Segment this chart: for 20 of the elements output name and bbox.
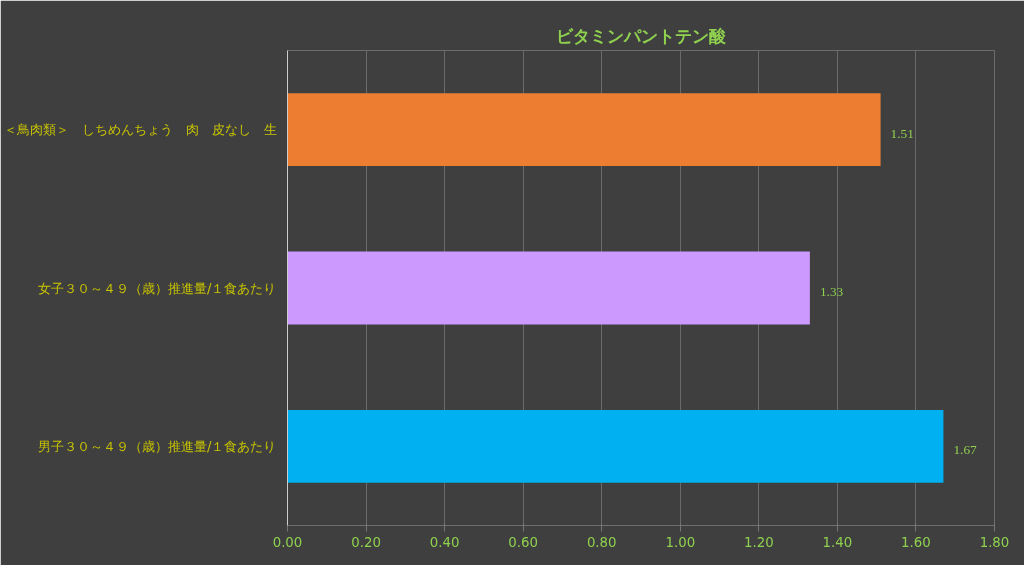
- bar: [287, 409, 944, 483]
- y-tick-label: 女子３０～４９（歳）推進量/１食あたり: [38, 280, 277, 296]
- data-label: 1.67: [953, 442, 978, 458]
- chart-title: ビタミンパントテン酸: [556, 25, 727, 46]
- y-tick-label: 男子３０～４９（歳）推進量/１食あたり: [38, 438, 277, 454]
- bar: [287, 93, 881, 167]
- x-tick-label: 1.40: [822, 534, 853, 550]
- x-tick-label: 1.80: [979, 534, 1010, 550]
- x-tick-label: 1.00: [665, 534, 696, 550]
- x-tick-label: 1.20: [744, 534, 774, 550]
- x-tick-label: 0.00: [272, 534, 303, 550]
- data-label: 1.33: [819, 284, 844, 299]
- x-tick-label: 0.60: [508, 534, 539, 550]
- x-tick-label: 0.80: [586, 534, 617, 550]
- y-tick-label: ＜鳥肉類＞ しちめんちょう 肉 皮なし 生: [3, 122, 277, 138]
- data-label: 1.51: [890, 125, 914, 141]
- x-tick-label: 0.20: [351, 534, 381, 550]
- bar: [287, 251, 810, 325]
- x-tick-label: 1.60: [901, 534, 931, 550]
- x-tick-label: 0.40: [429, 534, 460, 550]
